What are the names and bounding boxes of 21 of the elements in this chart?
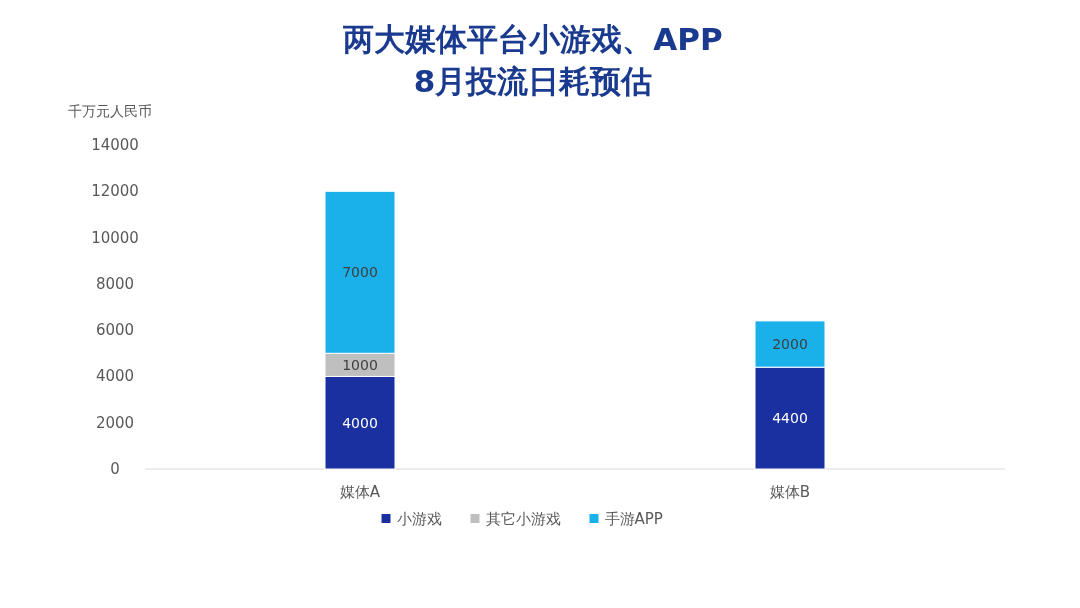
y-tick-label: 4000 (95, 367, 135, 386)
data-label: 7000 (342, 264, 378, 281)
data-label: 4000 (342, 414, 378, 431)
y-tick-label: 10000 (91, 228, 139, 247)
y-tick-label: 14000 (91, 136, 139, 154)
data-label: 2000 (772, 336, 808, 353)
x-tick-label: 媒体B (769, 483, 811, 501)
data-label: 4400 (772, 410, 808, 427)
legend-label: 手游APP (604, 510, 663, 528)
y-axis-title: 千万元人民币 (68, 103, 152, 119)
chart-title: 两大媒体平台小游戏、APP (342, 21, 723, 57)
legend-label: 其它小游戏 (485, 510, 561, 528)
legend-label: 小游戏 (396, 510, 442, 528)
y-tick-label: 8000 (95, 274, 135, 293)
y-tick-label: 0 (110, 460, 120, 478)
x-tick-label: 媒体A (339, 483, 381, 501)
y-tick-label: 12000 (91, 182, 139, 201)
data-label: 1000 (342, 356, 378, 373)
y-tick-label: 6000 (95, 321, 135, 340)
chart-subtitle: 8月投流日耗预估 (413, 63, 653, 99)
y-tick-label: 2000 (95, 413, 135, 432)
